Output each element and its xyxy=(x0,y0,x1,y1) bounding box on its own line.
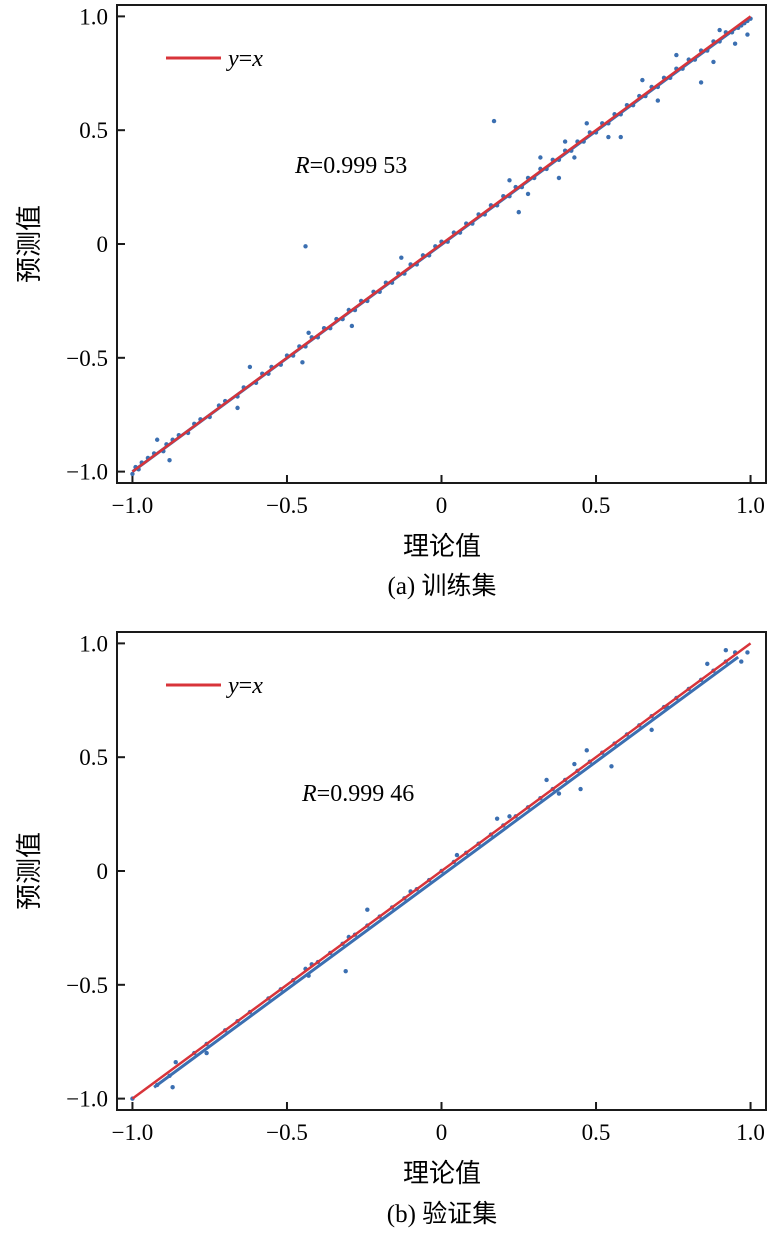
correlation-annotation: R=0.999 53 xyxy=(294,153,407,179)
x-tick-label: 0.5 xyxy=(582,1120,611,1145)
scatter-point xyxy=(698,80,704,85)
scatter-point xyxy=(204,1050,209,1056)
panel-train: −1.0 −0.5 0 0.5 1.0 −1.0 −0.5 0 0.5 1.0 y=x R=0.… xyxy=(15,4,767,600)
scatter-point xyxy=(732,41,738,46)
scatter-point xyxy=(739,659,744,664)
y-tick-label: −0.5 xyxy=(66,973,108,998)
scatter-point xyxy=(399,255,404,260)
scatter-point xyxy=(300,360,305,365)
scatter-point xyxy=(544,777,549,783)
x-tick-label: 1.0 xyxy=(736,1120,765,1145)
scatter-point xyxy=(303,244,308,249)
x-ticks: −1.0 −0.5 0 0.5 1.0 xyxy=(112,1102,765,1145)
panel-caption: (a) 训练集 xyxy=(388,572,497,600)
scatter-point xyxy=(649,727,654,733)
y-axis-title: 预测值 xyxy=(15,205,44,283)
y-axis-title: 预测值 xyxy=(15,832,44,910)
scatter-point xyxy=(167,458,172,463)
scatter-point xyxy=(494,816,500,821)
panel-caption: (b) 验证集 xyxy=(387,1200,497,1228)
correlation-annotation: R=0.999 46 xyxy=(301,781,414,807)
legend: y=x xyxy=(166,673,263,699)
reference-line-y-eq-x xyxy=(131,642,752,1100)
y-tick-label: −0.5 xyxy=(66,346,108,371)
scatter-point xyxy=(640,77,645,83)
scatter-point xyxy=(584,748,589,753)
x-tick-label: 0 xyxy=(436,493,448,518)
scatter-point xyxy=(130,471,135,477)
x-tick-label: 0 xyxy=(436,1120,448,1145)
x-tick-label: −0.5 xyxy=(266,1120,308,1145)
scatter-point xyxy=(606,134,611,140)
scatter-point xyxy=(173,1060,178,1065)
scatter-point xyxy=(618,134,623,140)
scatter-point xyxy=(343,968,348,974)
y-tick-label: 0.5 xyxy=(79,745,108,770)
scatter-point xyxy=(723,648,729,653)
scatter-point xyxy=(572,155,577,160)
scatter-point xyxy=(349,323,355,329)
scatter-point xyxy=(491,118,497,124)
scatter-point xyxy=(538,155,543,160)
scatter-point xyxy=(507,178,512,183)
y-tick-label: −1.0 xyxy=(66,460,108,485)
panel-validation: −1.0 −0.5 0 0.5 1.0 −1.0 −0.5 0 0.5 1.0 y=x R=0.… xyxy=(15,631,767,1228)
scatter-point xyxy=(609,764,614,769)
x-tick-label: 0.5 xyxy=(582,493,611,518)
legend-label: y=x xyxy=(226,46,263,72)
scatter-point xyxy=(516,209,521,215)
y-ticks: −1.0 −0.5 0 0.5 1.0 xyxy=(66,631,125,1112)
y-ticks: −1.0 −0.5 0 0.5 1.0 xyxy=(66,4,125,485)
x-axis-title: 理论值 xyxy=(403,1159,481,1188)
x-tick-label: −0.5 xyxy=(266,493,308,518)
scatter-point xyxy=(154,437,160,442)
legend: y=x xyxy=(166,46,263,72)
y-tick-label: 0 xyxy=(97,859,109,884)
x-tick-label: −1.0 xyxy=(112,1120,154,1145)
scatter-point xyxy=(365,907,370,912)
scatter-point xyxy=(562,139,568,144)
scatter-point xyxy=(705,661,710,667)
scatter-point xyxy=(556,175,562,181)
fit-line xyxy=(153,655,740,1089)
y-tick-label: 1.0 xyxy=(79,4,108,29)
scatter-point xyxy=(170,1085,175,1090)
scatter-point xyxy=(507,814,512,819)
scatter-point xyxy=(584,121,589,126)
y-tick-label: −1.0 xyxy=(66,1087,108,1112)
x-ticks: −1.0 −0.5 0 0.5 1.0 xyxy=(112,475,765,518)
reference-line-y-eq-x xyxy=(131,15,752,473)
scatter-point xyxy=(655,98,661,103)
scatter-point xyxy=(454,852,460,858)
x-tick-label: −1.0 xyxy=(112,493,154,518)
scatter-point xyxy=(572,761,577,767)
scatter-point xyxy=(235,405,240,411)
x-axis-title: 理论值 xyxy=(403,532,481,561)
y-tick-label: 0 xyxy=(97,232,109,257)
y-tick-label: 1.0 xyxy=(79,631,108,656)
scatter-point xyxy=(525,191,531,197)
scatter-point xyxy=(745,32,750,37)
scatter-point xyxy=(674,52,679,58)
y-tick-label: 0.5 xyxy=(79,118,108,143)
scatter-point xyxy=(556,791,562,796)
scatter-point xyxy=(711,59,716,65)
scatter-point xyxy=(306,330,311,335)
scatter-point xyxy=(717,27,722,33)
scatter-point xyxy=(578,786,583,792)
scatter-point xyxy=(247,364,253,370)
legend-label: y=x xyxy=(226,673,263,699)
x-tick-label: 1.0 xyxy=(736,493,765,518)
scatter-point xyxy=(745,650,750,655)
